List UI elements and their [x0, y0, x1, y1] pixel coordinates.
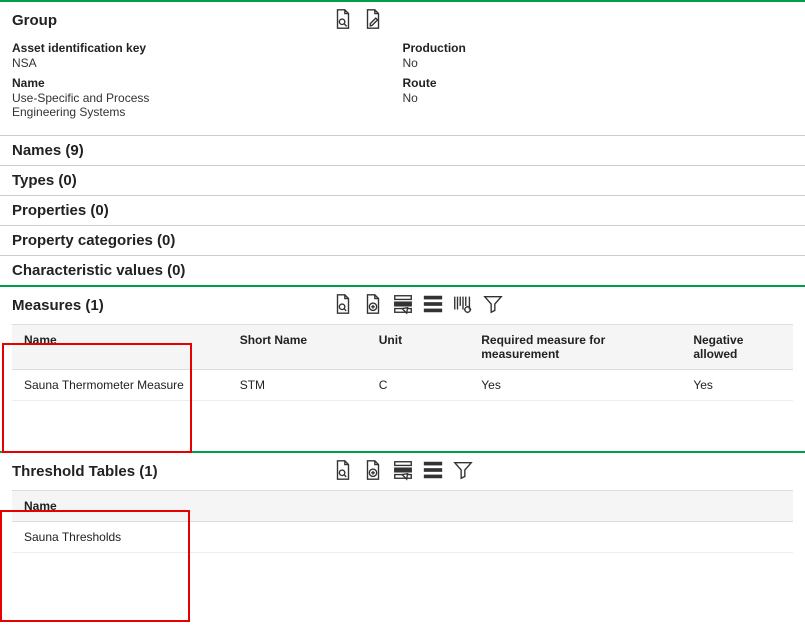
- properties-section[interactable]: Properties (0): [0, 195, 805, 225]
- group-title: Group: [12, 12, 232, 29]
- characteristic-values-section[interactable]: Characteristic values (0): [0, 255, 805, 285]
- section-title: Property categories (0): [12, 232, 232, 249]
- cell-req: Yes: [469, 370, 681, 400]
- cell-neg: Yes: [681, 370, 793, 400]
- field-label: Production: [403, 41, 794, 55]
- col-name[interactable]: Name: [12, 491, 793, 521]
- types-section[interactable]: Types (0): [0, 165, 805, 195]
- col-name[interactable]: Name: [12, 325, 228, 369]
- barcode-settings-icon[interactable]: [452, 293, 474, 318]
- col-short-name[interactable]: Short Name: [228, 325, 367, 369]
- names-section[interactable]: Names (9): [0, 135, 805, 165]
- col-negative[interactable]: Negative allowed: [681, 325, 793, 369]
- filter-icon[interactable]: [452, 459, 474, 484]
- table-row[interactable]: Sauna Thresholds: [12, 522, 793, 553]
- view-icon[interactable]: [332, 8, 354, 33]
- field-label: Name: [12, 76, 403, 90]
- select-rows-icon[interactable]: [392, 459, 414, 484]
- measures-table: Name Short Name Unit Required measure fo…: [12, 324, 793, 401]
- field-value: NSA: [12, 56, 192, 70]
- view-icon[interactable]: [332, 293, 354, 318]
- col-unit[interactable]: Unit: [367, 325, 470, 369]
- thresholds-table: Name Sauna Thresholds: [12, 490, 793, 553]
- select-rows-icon[interactable]: [392, 293, 414, 318]
- thresholds-toolbar: [332, 459, 474, 484]
- field-value: Use-Specific and Process Engineering Sys…: [12, 91, 192, 119]
- measures-section: Measures (1) Name Short Name Unit Requir…: [0, 285, 805, 411]
- col-required[interactable]: Required measure for measurement: [469, 325, 681, 369]
- field-value: No: [403, 56, 583, 70]
- section-title: Properties (0): [12, 202, 232, 219]
- measures-title: Measures (1): [12, 297, 232, 314]
- section-title: Characteristic values (0): [12, 262, 232, 279]
- thresholds-title: Threshold Tables (1): [12, 463, 232, 480]
- cell-name: Sauna Thermometer Measure: [12, 370, 228, 400]
- rows-icon[interactable]: [422, 459, 444, 484]
- table-row[interactable]: Sauna Thermometer Measure STM C Yes Yes: [12, 370, 793, 401]
- property-categories-section[interactable]: Property categories (0): [0, 225, 805, 255]
- field-value: No: [403, 91, 583, 105]
- field-label: Route: [403, 76, 794, 90]
- filter-icon[interactable]: [482, 293, 504, 318]
- thresholds-section: Threshold Tables (1) Name Sauna Threshol…: [0, 451, 805, 563]
- group-section: Group Asset identification key NSA Name …: [0, 0, 805, 135]
- cell-name: Sauna Thresholds: [12, 522, 793, 552]
- rows-icon[interactable]: [422, 293, 444, 318]
- add-icon[interactable]: [362, 459, 384, 484]
- group-toolbar: [332, 8, 384, 33]
- edit-icon[interactable]: [362, 8, 384, 33]
- cell-short: STM: [228, 370, 367, 400]
- field-label: Asset identification key: [12, 41, 403, 55]
- measures-toolbar: [332, 293, 504, 318]
- view-icon[interactable]: [332, 459, 354, 484]
- add-icon[interactable]: [362, 293, 384, 318]
- section-title: Types (0): [12, 172, 232, 189]
- section-title: Names (9): [12, 142, 232, 159]
- cell-unit: C: [367, 370, 470, 400]
